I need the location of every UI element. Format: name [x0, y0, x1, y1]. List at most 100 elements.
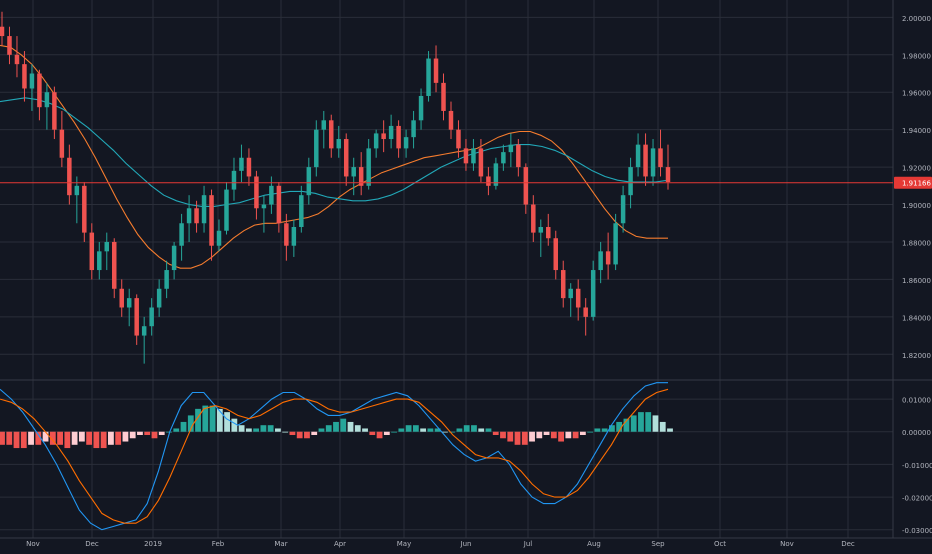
histogram-bar	[71, 431, 78, 445]
time-tick-label: Mar	[274, 540, 287, 548]
histogram-bar	[108, 431, 114, 445]
histogram-bar	[478, 428, 485, 432]
histogram-bar	[492, 431, 499, 435]
candle-body	[658, 148, 663, 168]
histogram-bar	[267, 425, 274, 432]
candle-body	[239, 157, 244, 171]
histogram-bar	[529, 431, 535, 442]
time-tick-label: Aug	[587, 540, 601, 548]
candle-body	[112, 241, 117, 289]
candle-body	[224, 189, 229, 231]
candle-body	[471, 148, 476, 164]
histogram-bar	[572, 431, 579, 439]
candle-body	[329, 120, 334, 149]
histogram-bar	[442, 431, 448, 433]
histogram-bar	[638, 412, 644, 432]
price-tick-label: 1.86000	[902, 277, 931, 285]
histogram-bar	[304, 431, 310, 439]
candle-body	[366, 148, 371, 186]
candle-body	[67, 157, 72, 196]
candle-body	[396, 125, 401, 149]
histogram-bar	[57, 431, 63, 445]
candle-body	[381, 133, 386, 140]
time-tick-label: 2019	[144, 540, 162, 548]
price-tick-label: 1.98000	[902, 52, 931, 60]
histogram-bar	[565, 431, 572, 439]
histogram-bar	[86, 431, 93, 445]
candle-body	[336, 139, 341, 149]
histogram-bar	[20, 431, 27, 449]
candle-body	[590, 270, 596, 317]
last-price-marker: 1.91166	[0, 176, 932, 189]
histogram-bar	[42, 431, 49, 442]
histogram-bar	[412, 425, 419, 432]
candle-body	[209, 195, 214, 246]
candle-body	[194, 208, 199, 224]
candle-body	[14, 54, 20, 65]
candle-body	[553, 238, 558, 271]
time-tick-label: Dec	[85, 540, 99, 548]
candle-body	[231, 170, 237, 190]
histogram-bar	[500, 431, 506, 439]
macd-tick-label: -0.01000	[902, 462, 932, 470]
histogram-bar	[216, 408, 223, 432]
candle-body	[448, 110, 454, 130]
histogram-bar	[579, 431, 586, 435]
candle-body	[560, 270, 566, 299]
time-tick-label: Nov	[780, 540, 794, 548]
candle-body	[299, 195, 304, 227]
candle-body	[538, 227, 544, 233]
signal-line	[0, 388, 669, 524]
histogram-bar	[405, 425, 412, 432]
histogram-bar	[456, 428, 463, 432]
histogram-bar	[6, 431, 13, 445]
histogram-bar	[289, 431, 296, 435]
candle-body	[373, 133, 379, 149]
histogram-bar	[398, 428, 405, 432]
histogram-bar	[129, 431, 136, 439]
macd-line	[0, 382, 668, 531]
candle-body	[403, 137, 409, 149]
price-tick-label: 1.84000	[902, 314, 931, 322]
candle-body	[635, 144, 641, 168]
histogram-bar	[231, 418, 238, 432]
candle-body	[156, 288, 162, 308]
histogram-bar	[325, 425, 332, 432]
histogram-bar	[195, 408, 201, 432]
histogram-bar	[485, 428, 492, 432]
candle-body	[126, 298, 132, 308]
histogram-bar	[587, 431, 594, 433]
candle-body	[598, 251, 603, 271]
histogram-bar	[245, 428, 252, 432]
price-tick-label: 1.88000	[902, 239, 931, 247]
histogram-bar	[550, 431, 557, 439]
histogram-bar	[49, 431, 56, 445]
histogram-bar	[318, 428, 325, 432]
histogram-bar	[180, 421, 187, 432]
candle-body	[82, 185, 87, 233]
candle-body	[643, 144, 648, 177]
candle-body	[104, 241, 110, 252]
candle-body	[575, 288, 581, 308]
histogram-bar	[521, 431, 528, 445]
candle-body	[351, 167, 356, 177]
candle-body	[546, 227, 551, 239]
candle-body	[665, 167, 671, 183]
candle-body	[314, 129, 319, 168]
macd-tick-label: -0.02000	[902, 495, 932, 503]
histogram-bar	[354, 425, 361, 432]
candle-body	[149, 307, 154, 327]
histogram-bar	[667, 428, 673, 432]
candle-body	[501, 152, 506, 164]
time-tick-label: Sep	[651, 540, 665, 548]
candle-body	[179, 223, 184, 246]
histogram-bar	[115, 431, 122, 445]
candle-body	[620, 195, 626, 224]
histogram-bar	[202, 405, 209, 432]
histogram-bar	[28, 431, 34, 445]
histogram-bar	[340, 418, 347, 432]
histogram-bar	[100, 431, 107, 449]
macd-tick-label: -0.03000	[902, 527, 932, 535]
